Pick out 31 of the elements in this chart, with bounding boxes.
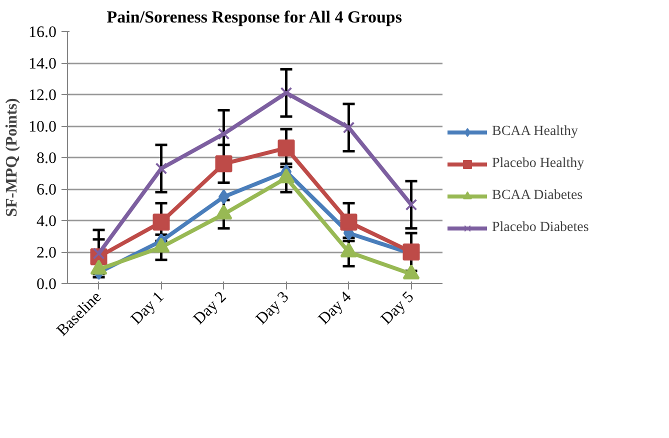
- x-tick-label: Day 4: [315, 288, 355, 328]
- y-tick-label: 16.0: [28, 24, 56, 41]
- legend-label: Placebo Diabetes: [492, 220, 589, 236]
- y-axis-title: SF-MPQ (Points): [4, 98, 20, 217]
- point: [405, 198, 418, 211]
- x-tick-label: Day 3: [252, 288, 292, 328]
- point: [280, 86, 292, 99]
- legend-label: Placebo Healthy: [492, 156, 584, 172]
- point: [340, 214, 358, 231]
- y-tick-label: 4.0: [36, 213, 56, 230]
- y-tick-label: 10.0: [28, 118, 56, 136]
- y-tick-label: 6.0: [36, 182, 56, 198]
- y-tick-label: 12.0: [28, 87, 56, 104]
- legend-label: BCAA Healthy: [492, 124, 578, 140]
- y-tick-label: 0.0: [36, 276, 56, 293]
- point: [152, 214, 170, 231]
- x-tick-label: Day 1: [128, 288, 168, 328]
- point: [278, 140, 295, 157]
- x-tick-label: Day 2: [190, 288, 230, 328]
- point: [155, 162, 168, 174]
- point: [218, 128, 230, 140]
- y-tick-label: 2.0: [36, 244, 56, 262]
- point: [342, 122, 355, 134]
- y-tick-label: 8.0: [36, 150, 56, 167]
- y-tick-label: 14.0: [28, 56, 56, 72]
- legend-label: BCAA Diabetes: [492, 188, 583, 204]
- point: [215, 155, 232, 172]
- point: [402, 244, 420, 260]
- x-tick-label: Day 5: [378, 288, 418, 328]
- point: [218, 189, 230, 204]
- chart-title: Pain/Soreness Response for All 4 Groups: [106, 8, 402, 26]
